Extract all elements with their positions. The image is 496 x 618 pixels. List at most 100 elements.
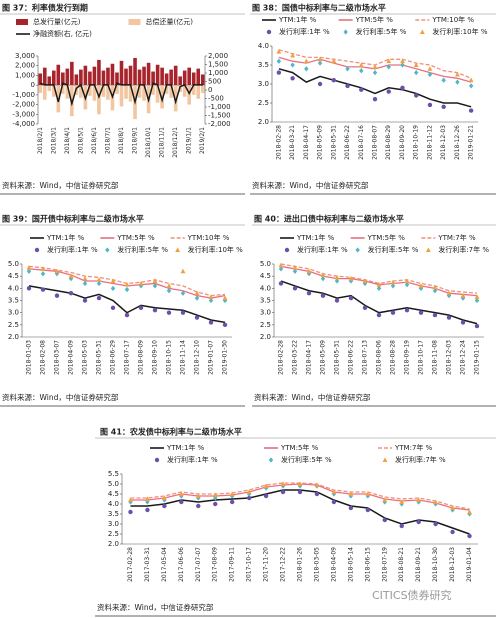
- point: [348, 275, 354, 281]
- point: [416, 519, 421, 525]
- point: [26, 286, 32, 291]
- point: [474, 294, 480, 299]
- x-tick-label: 2018-09-19: [404, 340, 411, 375]
- point: [460, 292, 466, 298]
- point: [331, 78, 336, 83]
- y-tick-label: 3.0: [258, 80, 269, 88]
- bar: [61, 72, 65, 86]
- x-tick-label: 2019/2/1: [199, 127, 206, 154]
- point: [306, 268, 312, 274]
- point: [359, 87, 364, 92]
- legend-label: 发行利率:1年 %: [297, 245, 348, 254]
- x-tick-label: 2018-08-07: [372, 125, 379, 160]
- y-tick-label: 0: [31, 81, 35, 89]
- x-tick-label: 2018/7/1: [104, 127, 111, 154]
- bar: [142, 66, 146, 86]
- point: [320, 275, 326, 282]
- legend-label: YTM:10年 %: [187, 233, 230, 242]
- y-tick-label: -2,000: [12, 101, 35, 109]
- point: [194, 295, 200, 301]
- point: [152, 278, 158, 284]
- point: [82, 280, 88, 287]
- point: [166, 283, 172, 288]
- legend-label: 发行利率:5年 %: [356, 27, 407, 36]
- bar: [169, 85, 173, 98]
- point: [362, 305, 368, 310]
- x-tick-label: 2018-06-22: [348, 340, 355, 375]
- point: [128, 497, 133, 502]
- bar: [70, 61, 74, 86]
- legend-swatch: [425, 247, 431, 252]
- y-tick-label: 5.5: [108, 470, 119, 478]
- x-tick-label: 2018-06-29: [110, 340, 117, 375]
- point: [468, 77, 474, 83]
- bar: [38, 85, 43, 93]
- point: [348, 295, 354, 301]
- legend-label: 总发行量(亿元): [33, 17, 81, 26]
- y-tick-label: 4.5: [260, 272, 271, 280]
- x-tick-label: 2018-10-15: [166, 340, 173, 375]
- point: [413, 62, 419, 67]
- point: [162, 497, 167, 503]
- x-tick-label: 2018-04-17: [306, 340, 313, 375]
- point: [222, 322, 228, 328]
- point: [145, 507, 150, 513]
- point: [317, 56, 323, 62]
- bar: [65, 68, 70, 86]
- x-tick-label: 2018-10-19: [413, 125, 420, 160]
- bar: [137, 69, 142, 86]
- x-tick-label: 2018-02-28: [278, 340, 285, 375]
- bar: [92, 85, 97, 101]
- legend-label: 发行利率:7年 %: [438, 245, 489, 254]
- x-tick-label: 2019/1/1: [186, 127, 193, 154]
- x-tick-label: 2018-10-17: [418, 340, 425, 375]
- bar: [101, 70, 106, 86]
- x-tick-label: 2018-03-07: [54, 340, 61, 375]
- bar: [196, 68, 201, 86]
- point: [152, 308, 158, 313]
- y-tick-label: 4.0: [8, 284, 19, 292]
- y-tick-label: 3.5: [260, 297, 271, 305]
- point: [446, 315, 452, 320]
- bar: [128, 85, 133, 102]
- point: [348, 505, 354, 511]
- point: [331, 58, 337, 64]
- y2-tick-label: -1,500: [208, 112, 231, 120]
- legend-label: 发行利率:5年 %: [368, 245, 419, 254]
- bar: [106, 85, 110, 100]
- point: [180, 268, 186, 274]
- point: [441, 77, 446, 83]
- bar: [119, 85, 124, 107]
- point: [145, 496, 150, 501]
- chart-title: 图 37：利率债发行到期: [2, 3, 88, 13]
- legend-label: 净融资额(右, 亿元): [33, 29, 92, 38]
- point: [40, 271, 46, 277]
- bar: [160, 67, 164, 86]
- point: [280, 489, 286, 495]
- x-tick-label: 2018-07-13: [362, 340, 369, 375]
- point: [263, 493, 269, 499]
- x-tick-label: 2018-04-09: [68, 340, 75, 375]
- point: [194, 290, 200, 296]
- bar: [178, 76, 182, 86]
- x-tick-label: 2018/6/1: [91, 127, 98, 154]
- point: [376, 282, 382, 287]
- x-tick-label: 2018-09-10: [152, 340, 159, 375]
- point: [345, 83, 350, 89]
- point: [124, 286, 130, 293]
- point: [40, 287, 46, 292]
- x-tick-label: 2018/4/1: [64, 127, 71, 154]
- point: [54, 268, 60, 274]
- bar: [151, 71, 155, 86]
- point: [208, 294, 214, 299]
- point: [390, 310, 396, 315]
- y-tick-label: 3.0: [8, 309, 19, 317]
- legend-swatch: [154, 457, 160, 463]
- y-tick-label: -3,000: [12, 110, 35, 118]
- x-tick-label: 2018/2/1: [37, 127, 44, 154]
- bar: [124, 68, 128, 86]
- legend-swatch: [268, 457, 274, 463]
- legend-swatch: [175, 247, 181, 252]
- point: [418, 283, 424, 288]
- x-tick-label: 2018-05-31: [330, 125, 337, 160]
